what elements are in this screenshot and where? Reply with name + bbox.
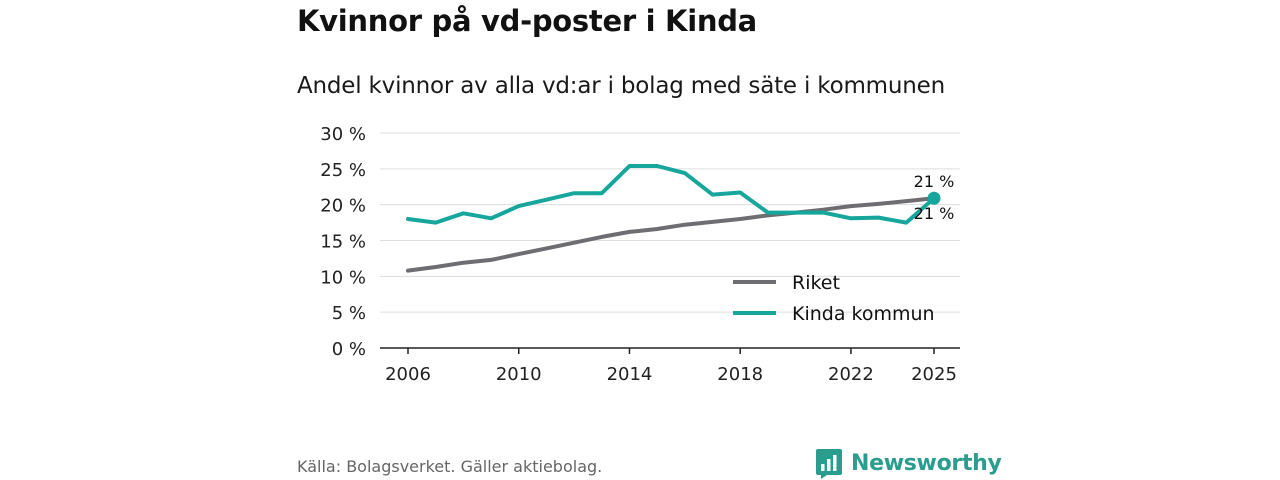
brand-name: Newsworthy bbox=[851, 450, 1002, 476]
x-axis: 2006 2010 2014 2018 2022 2025 bbox=[380, 347, 960, 385]
series-line-kinda-kommun bbox=[406, 164, 936, 225]
y-tick-label: 10 % bbox=[320, 267, 366, 288]
y-tick-label: 15 % bbox=[320, 232, 366, 253]
y-tick-label: 25 % bbox=[320, 160, 366, 181]
x-tick-label: 2010 bbox=[496, 364, 542, 385]
end-label-kinda: 21 % bbox=[914, 204, 955, 223]
y-tick-label: 20 % bbox=[320, 196, 366, 217]
x-tick-label: 2022 bbox=[828, 364, 874, 385]
legend: Riket Kinda kommun bbox=[733, 272, 935, 325]
y-axis-ticks: 0 % 5 % 10 % 15 % 20 % 25 % 30 % bbox=[320, 124, 366, 360]
x-tick-label: 2025 bbox=[911, 364, 957, 385]
series-lines: 21 % 21 % bbox=[406, 164, 955, 273]
x-tick-label: 2014 bbox=[607, 364, 653, 385]
end-point-marker bbox=[927, 191, 941, 205]
source-note: Källa: Bolagsverket. Gäller aktiebolag. bbox=[297, 457, 603, 476]
y-tick-label: 30 % bbox=[320, 124, 366, 145]
y-tick-label: 0 % bbox=[332, 339, 366, 360]
x-tick-label: 2018 bbox=[717, 364, 763, 385]
gridlines bbox=[380, 132, 960, 313]
legend-label: Kinda kommun bbox=[792, 303, 935, 325]
brand-logo[interactable]: Newsworthy bbox=[815, 447, 1002, 479]
y-tick-label: 5 % bbox=[332, 303, 366, 324]
chart-title: Kvinnor på vd-poster i Kinda bbox=[297, 4, 757, 38]
bar-chart-logo-icon bbox=[816, 449, 842, 479]
chart-subtitle: Andel kvinnor av alla vd:ar i bolag med … bbox=[297, 73, 945, 99]
series-line-riket bbox=[406, 196, 936, 273]
legend-label: Riket bbox=[792, 272, 840, 294]
x-tick-label: 2006 bbox=[385, 364, 431, 385]
end-label-riket: 21 % bbox=[914, 172, 955, 191]
